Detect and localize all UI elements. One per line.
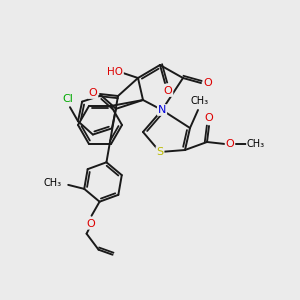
Text: O: O xyxy=(205,113,213,123)
Text: CH₃: CH₃ xyxy=(191,96,209,106)
Text: Cl: Cl xyxy=(62,94,74,104)
Text: O: O xyxy=(226,139,234,149)
Text: CH₃: CH₃ xyxy=(247,139,265,149)
Text: O: O xyxy=(88,88,98,98)
Text: HO: HO xyxy=(107,67,123,77)
Text: O: O xyxy=(86,219,95,229)
Text: N: N xyxy=(158,105,166,115)
Text: O: O xyxy=(204,78,212,88)
Text: O: O xyxy=(164,86,172,96)
Text: S: S xyxy=(156,147,164,157)
Text: CH₃: CH₃ xyxy=(43,178,61,188)
